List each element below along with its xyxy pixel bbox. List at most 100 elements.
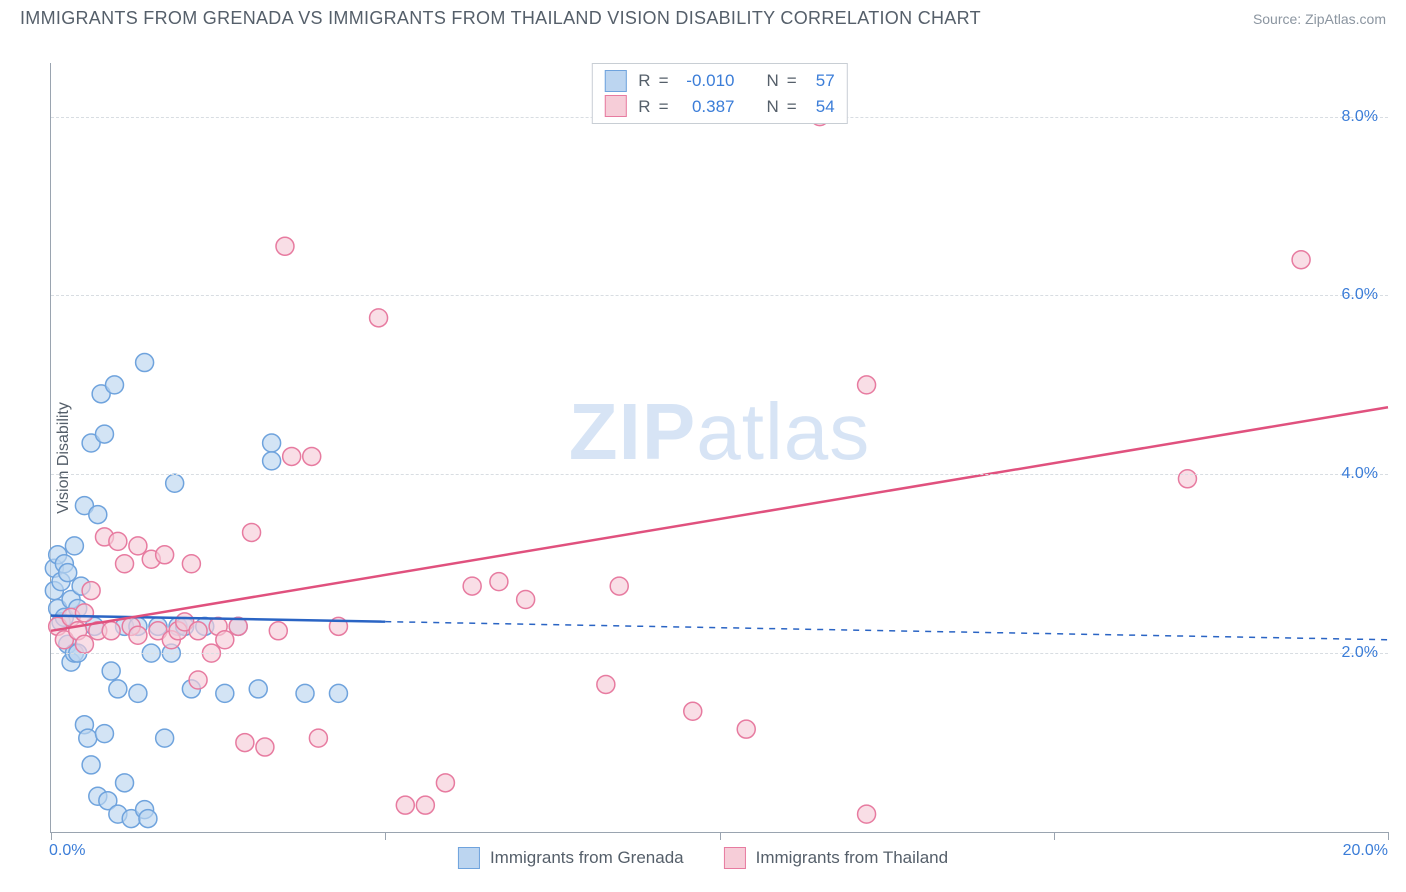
stat-N-label: N: [767, 68, 779, 94]
data-point: [684, 702, 702, 720]
stat-eq2: =: [787, 68, 797, 94]
stat-R-label: R: [638, 68, 650, 94]
y-tick-label: 6.0%: [1342, 286, 1378, 304]
data-point: [216, 631, 234, 649]
x-tick: [51, 832, 52, 840]
data-point: [269, 622, 287, 640]
data-point: [109, 532, 127, 550]
data-point: [416, 796, 434, 814]
stat-N-label2: N: [767, 94, 779, 120]
data-point: [249, 680, 267, 698]
data-point: [490, 573, 508, 591]
data-point: [129, 537, 147, 555]
data-point: [82, 582, 100, 600]
data-point: [59, 564, 77, 582]
gridline: [51, 474, 1388, 475]
data-point: [109, 680, 127, 698]
data-point: [517, 591, 535, 609]
y-tick-label: 8.0%: [1342, 108, 1378, 126]
data-point: [79, 729, 97, 747]
stat-eq: =: [659, 68, 669, 94]
y-tick-label: 2.0%: [1342, 644, 1378, 662]
data-point: [436, 774, 454, 792]
chart-source: Source: ZipAtlas.com: [1253, 11, 1386, 27]
chart-header: IMMIGRANTS FROM GRENADA VS IMMIGRANTS FR…: [0, 0, 1406, 33]
data-point: [283, 447, 301, 465]
data-point: [156, 729, 174, 747]
data-point: [95, 425, 113, 443]
data-point: [276, 237, 294, 255]
data-point: [1292, 251, 1310, 269]
data-point: [236, 734, 254, 752]
data-point: [189, 671, 207, 689]
data-point: [75, 604, 93, 622]
data-point: [129, 626, 147, 644]
data-point: [136, 354, 154, 372]
data-point: [216, 684, 234, 702]
x-tick: [720, 832, 721, 840]
data-point: [189, 622, 207, 640]
series-legend: Immigrants from Grenada Immigrants from …: [458, 847, 948, 869]
legend-label-thailand: Immigrants from Thailand: [756, 848, 948, 868]
stats-row-grenada: R = -0.010 N = 57: [604, 68, 834, 94]
y-tick-label: 4.0%: [1342, 465, 1378, 483]
swatch-thailand: [604, 95, 626, 117]
gridline: [51, 653, 1388, 654]
x-tick: [385, 832, 386, 840]
data-point: [329, 684, 347, 702]
data-point: [1178, 470, 1196, 488]
stats-row-thailand: R = 0.387 N = 54: [604, 94, 834, 120]
stat-N-thailand: 54: [805, 94, 835, 120]
chart-container: Vision Disability ZIPatlas R = -0.010 N …: [0, 33, 1406, 883]
data-point: [116, 774, 134, 792]
swatch-grenada: [604, 70, 626, 92]
x-tick-label-max: 20.0%: [1343, 842, 1388, 860]
data-point: [116, 555, 134, 573]
legend-item-thailand: Immigrants from Thailand: [724, 847, 948, 869]
data-point: [263, 452, 281, 470]
data-point: [610, 577, 628, 595]
data-point: [370, 309, 388, 327]
legend-swatch-grenada: [458, 847, 480, 869]
data-point: [65, 537, 83, 555]
data-point: [102, 662, 120, 680]
data-point: [139, 810, 157, 828]
data-point: [396, 796, 414, 814]
data-point: [737, 720, 755, 738]
plot-area: ZIPatlas R = -0.010 N = 57 R = 0.387 N =: [50, 63, 1388, 833]
legend-label-grenada: Immigrants from Grenada: [490, 848, 684, 868]
data-point: [129, 684, 147, 702]
stats-legend: R = -0.010 N = 57 R = 0.387 N = 54: [591, 63, 847, 124]
plot-svg: [51, 63, 1388, 832]
data-point: [243, 523, 261, 541]
legend-swatch-thailand: [724, 847, 746, 869]
data-point: [156, 546, 174, 564]
trend-line-dashed: [385, 622, 1388, 640]
legend-item-grenada: Immigrants from Grenada: [458, 847, 684, 869]
stat-eq4: =: [787, 94, 797, 120]
data-point: [463, 577, 481, 595]
data-point: [303, 447, 321, 465]
x-tick: [1388, 832, 1389, 840]
gridline: [51, 295, 1388, 296]
data-point: [296, 684, 314, 702]
data-point: [82, 756, 100, 774]
data-point: [309, 729, 327, 747]
data-point: [256, 738, 274, 756]
data-point: [95, 725, 113, 743]
data-point: [858, 805, 876, 823]
stat-N-grenada: 57: [805, 68, 835, 94]
stat-eq3: =: [659, 94, 669, 120]
data-point: [182, 555, 200, 573]
data-point: [75, 635, 93, 653]
x-tick: [1054, 832, 1055, 840]
data-point: [597, 675, 615, 693]
chart-title: IMMIGRANTS FROM GRENADA VS IMMIGRANTS FR…: [20, 8, 981, 29]
trend-line: [51, 407, 1388, 631]
data-point: [263, 434, 281, 452]
data-point: [102, 622, 120, 640]
data-point: [166, 474, 184, 492]
data-point: [89, 506, 107, 524]
stat-R-grenada: -0.010: [677, 68, 735, 94]
stat-R-thailand: 0.387: [677, 94, 735, 120]
